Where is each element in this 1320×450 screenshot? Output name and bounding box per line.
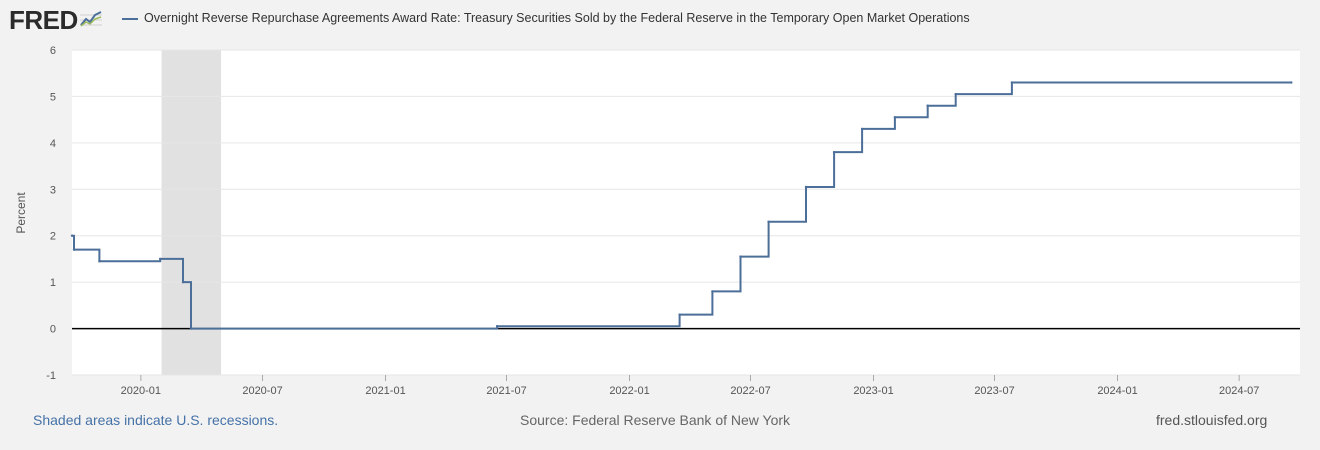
data-point xyxy=(832,150,836,154)
trend-line-icon xyxy=(79,9,102,27)
chart-header: FRED Overnight Reverse Repurchase Agreem… xyxy=(0,0,1320,42)
data-point xyxy=(954,92,957,96)
data-point xyxy=(72,248,76,251)
data-point xyxy=(926,104,929,107)
x-tick-label: 2024-01 xyxy=(1097,385,1137,397)
y-tick-label: 6 xyxy=(50,45,56,57)
recession-note: Shaded areas indicate U.S. recessions. xyxy=(33,412,279,428)
data-point xyxy=(678,313,681,316)
y-tick-label: 1 xyxy=(50,277,56,289)
data-point xyxy=(804,185,808,189)
y-tick-label: 5 xyxy=(50,91,56,103)
x-tick-label: 2022-01 xyxy=(609,385,649,397)
data-point xyxy=(1010,81,1014,84)
source-text: Source: Federal Reserve Bank of New York xyxy=(520,412,791,428)
y-axis-label: Percent xyxy=(14,192,28,234)
y-tick-label: 2 xyxy=(50,231,56,243)
data-point xyxy=(860,127,864,131)
data-point xyxy=(159,257,162,261)
data-point xyxy=(98,260,101,263)
data-point xyxy=(711,290,714,293)
fred-logo-text: FRED xyxy=(9,5,78,35)
data-point xyxy=(893,116,897,119)
data-point xyxy=(181,280,185,284)
plot-area xyxy=(72,50,1300,375)
fred-logo[interactable]: FRED xyxy=(9,5,102,35)
data-point xyxy=(767,220,770,223)
x-tick-label: 2024-07 xyxy=(1219,385,1259,397)
data-point xyxy=(70,234,74,237)
x-tick-label: 2020-01 xyxy=(121,385,161,397)
data-point xyxy=(495,325,499,328)
x-tick-label: 2022-07 xyxy=(730,385,770,397)
series-title: Overnight Reverse Repurchase Agreements … xyxy=(144,11,970,25)
y-tick-label: 0 xyxy=(50,324,56,336)
x-tick-label: 2023-01 xyxy=(853,385,893,397)
data-point xyxy=(189,327,193,330)
x-tick-label: 2023-07 xyxy=(974,385,1014,397)
x-tick-label: 2020-07 xyxy=(242,385,282,397)
fred-site-link[interactable]: fred.stlouisfed.org xyxy=(1156,412,1268,428)
x-tick-label: 2021-07 xyxy=(486,385,526,397)
legend-swatch xyxy=(122,17,138,20)
data-point xyxy=(739,255,742,258)
y-tick-label: 3 xyxy=(50,184,56,196)
chart-legend[interactable]: Overnight Reverse Repurchase Agreements … xyxy=(122,11,970,25)
y-tick-label: -1 xyxy=(46,370,56,382)
y-tick-label: 4 xyxy=(50,138,56,150)
data-point xyxy=(1290,81,1293,84)
x-tick-label: 2021-01 xyxy=(365,385,405,397)
